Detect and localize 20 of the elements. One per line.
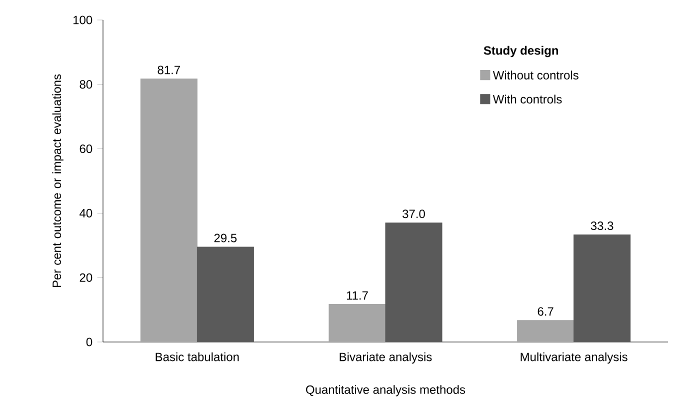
y-tick-label: 60 (80, 144, 92, 154)
data-label: 33.3 (590, 222, 614, 230)
legend-label: With controls (492, 94, 562, 104)
y-tick-label: 80 (80, 80, 92, 89)
y-tick-label: 100 (74, 16, 92, 24)
y-tick-label: 0 (86, 338, 92, 346)
legend-title: Study design (484, 46, 558, 58)
data-label: 6.7 (538, 307, 554, 316)
x-axis-title: Quantitative analysis methods (306, 385, 466, 396)
y-axis-title: Per cent outcome or impact evaluations (52, 74, 64, 288)
y-tick-label: 40 (80, 208, 92, 218)
y-tick-label: 20 (80, 273, 92, 282)
legend-label: Without controls (492, 70, 578, 80)
x-tick-label: Multivariate analysis (520, 352, 628, 364)
data-label: 81.7 (158, 66, 180, 74)
data-label: 37.0 (402, 210, 425, 218)
x-tick-label: Basic tabulation (156, 352, 239, 362)
data-label: 29.5 (214, 234, 237, 242)
x-tick-label: Bivariate analysis (340, 352, 432, 364)
data-label: 11.7 (346, 291, 368, 300)
